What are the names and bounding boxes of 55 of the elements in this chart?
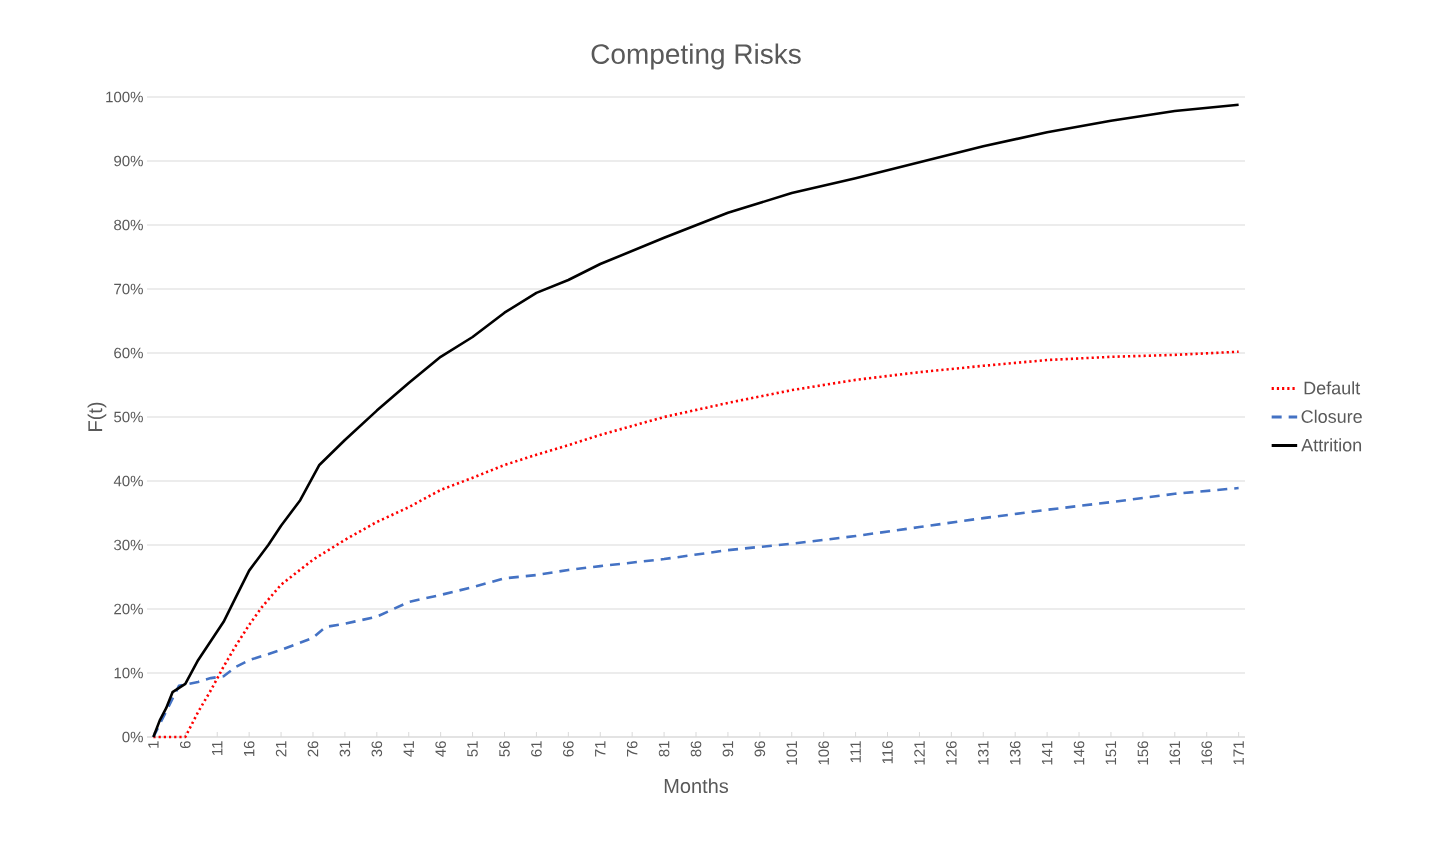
x-tick-label: 66: [563, 741, 574, 757]
y-tick-label: 10%: [114, 667, 143, 679]
y-tick-label: 100%: [106, 91, 143, 103]
x-tick-label: 136: [1009, 741, 1021, 765]
y-tick-label: 90%: [114, 155, 143, 167]
x-tick-label: 11: [212, 741, 223, 755]
x-tick-label: 61: [531, 741, 542, 757]
x-tick-label: 56: [499, 741, 510, 757]
y-tick-label: 0%: [122, 731, 143, 743]
y-tick-label: 50%: [114, 411, 143, 423]
x-tick-label: 51: [467, 741, 478, 757]
x-tick-label: 1: [148, 741, 159, 748]
x-tick-label: 146: [1073, 741, 1085, 765]
y-tick-label: 60%: [114, 347, 143, 359]
x-tick-label: 116: [882, 741, 893, 764]
line-series: [152, 103, 1240, 739]
line-series: [152, 486, 1240, 739]
x-tick-label: 101: [786, 741, 798, 765]
legend-label: Default: [1304, 381, 1361, 395]
legend-label: Attrition: [1301, 438, 1362, 452]
x-tick-label: 26: [307, 741, 319, 757]
x-tick-label: 36: [371, 741, 383, 757]
x-tick-label: 76: [626, 741, 638, 757]
x-tick-label: 71: [595, 741, 606, 757]
x-tick-label: 16: [243, 741, 255, 757]
y-tick-label: 40%: [113, 475, 143, 487]
x-tick-label: 96: [754, 741, 766, 757]
x-tick-label: 81: [658, 741, 670, 757]
x-tick-label: 86: [690, 741, 702, 757]
x-tick-label: 151: [1105, 741, 1117, 765]
x-tick-label: 141: [1041, 741, 1053, 765]
y-tick-label: 80%: [114, 219, 143, 231]
y-axis-title: F(t): [87, 402, 107, 431]
x-axis-title: Months: [664, 778, 729, 794]
x-tick-label: 21: [275, 741, 287, 757]
x-tick-label: 161: [1169, 741, 1181, 765]
y-tick-label: 30%: [114, 539, 143, 551]
x-tick-label: 166: [1201, 741, 1213, 765]
x-tick-label: 41: [403, 741, 414, 757]
x-tick-label: 106: [818, 741, 829, 765]
x-tick-label: 131: [977, 741, 989, 765]
x-tick-label: 91: [722, 741, 734, 757]
legend-label: Closure: [1301, 409, 1362, 423]
y-tick-label: 20%: [114, 603, 143, 615]
x-tick-label: 121: [914, 741, 925, 765]
x-tick-label: 126: [946, 741, 957, 765]
line-series: [152, 350, 1240, 739]
x-tick-label: 156: [1137, 741, 1149, 765]
x-tick-label: 111: [850, 741, 861, 763]
chart-title: Competing Risks: [591, 43, 801, 70]
y-tick-label: 70%: [114, 283, 143, 295]
x-tick-label: 31: [339, 741, 351, 757]
x-tick-label: 6: [180, 741, 191, 749]
x-tick-label: 46: [435, 741, 446, 757]
x-tick-label: 171: [1233, 741, 1244, 765]
